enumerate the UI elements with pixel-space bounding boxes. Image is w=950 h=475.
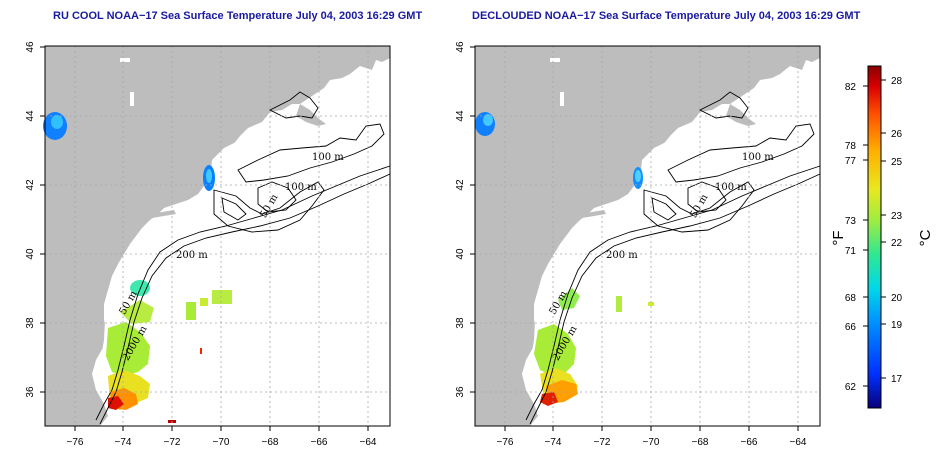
- colorbar-f-label: 68: [845, 293, 857, 304]
- colorbar-f-label: 73: [845, 216, 857, 227]
- colorbar-f-label: 71: [845, 246, 857, 257]
- axis-ticks: [470, 46, 799, 431]
- y-tick-label: 42: [25, 179, 36, 191]
- colorbar: 82 78 77 73 71 68 66 62 28 26 25 23 22 2…: [830, 65, 934, 409]
- x-tick-label: −76: [497, 437, 514, 448]
- grid-lines: [45, 46, 390, 426]
- right-map-title: DECLOUDED NOAA−17 Sea Surface Temperatur…: [472, 10, 861, 22]
- y-tick-label: 44: [455, 110, 466, 122]
- colorbar-c-unit: °C: [917, 229, 934, 246]
- y-tick-label: 36: [25, 386, 36, 398]
- lake: [130, 92, 134, 106]
- x-tick-label: −70: [643, 437, 660, 448]
- nova-scotia: [296, 104, 326, 126]
- nova-scotia: [726, 104, 756, 126]
- x-tick-label: −74: [545, 437, 562, 448]
- x-tick-label: −64: [360, 437, 377, 448]
- colorbar-c-label: 28: [891, 76, 903, 87]
- grid-lines: [475, 46, 820, 426]
- lake: [560, 92, 564, 106]
- colorbar-c-label: 25: [891, 157, 903, 168]
- colorbar-c-label: 20: [891, 293, 903, 304]
- y-tick-label: 46: [455, 41, 466, 53]
- left-map-title: RU COOL NOAA−17 Sea Surface Temperature …: [53, 10, 423, 22]
- gulf-of-maine: [210, 120, 300, 190]
- land-mass: [45, 46, 390, 426]
- y-tick-label: 38: [455, 317, 466, 329]
- contour-label: 200 m: [606, 250, 638, 261]
- axis-ticks: [40, 46, 369, 431]
- x-tick-label: −64: [790, 437, 807, 448]
- y-tick-label: 44: [25, 110, 36, 122]
- lake: [550, 58, 560, 62]
- colorbar-ticks: [863, 79, 886, 387]
- sst-patches: [43, 112, 232, 423]
- bathymetry-contours: [525, 91, 821, 425]
- colorbar-c-label: 22: [891, 238, 903, 249]
- colorbar-f-label: 62: [845, 382, 857, 393]
- y-tick-label: 40: [455, 248, 466, 260]
- map-frame: [44, 45, 391, 427]
- contour-label: 100 m: [312, 152, 344, 163]
- y-tick-label: 36: [455, 386, 466, 398]
- right-map-panel: 100 m 100 m 50 m 200 m 50 m 2000 m −76 −…: [455, 41, 821, 448]
- colorbar-c-label: 23: [891, 211, 903, 222]
- map-frame: [474, 45, 821, 427]
- y-tick-label: 40: [25, 248, 36, 260]
- x-tick-label: −72: [164, 437, 181, 448]
- colorbar-gradient: [867, 65, 882, 409]
- contour-label: 200 m: [176, 250, 208, 261]
- long-island: [580, 210, 606, 218]
- colorbar-f-unit: °F: [830, 230, 847, 245]
- x-tick-label: −76: [67, 437, 84, 448]
- y-tick-label: 42: [455, 179, 466, 191]
- colorbar-c-label: 17: [891, 374, 903, 385]
- x-tick-label: −72: [594, 437, 611, 448]
- y-tick-label: 46: [25, 41, 36, 53]
- lake: [120, 58, 130, 62]
- land-mass: [475, 46, 820, 426]
- colorbar-c-label: 19: [891, 320, 903, 331]
- contour-label: 100 m: [742, 152, 774, 163]
- y-tick-label: 38: [25, 317, 36, 329]
- colorbar-f-label: 66: [845, 322, 857, 333]
- contour-label: 100 m: [715, 182, 747, 193]
- x-tick-label: −70: [213, 437, 230, 448]
- colorbar-c-label: 26: [891, 129, 903, 140]
- x-tick-label: −68: [262, 437, 279, 448]
- colorbar-f-label: 78: [845, 141, 857, 152]
- long-island: [150, 210, 176, 218]
- x-tick-label: −68: [692, 437, 709, 448]
- colorbar-f-label: 82: [845, 82, 857, 93]
- colorbar-f-label: 77: [845, 156, 857, 167]
- gulf-of-maine: [640, 120, 730, 190]
- sst-patches: [475, 112, 654, 406]
- bathymetry-contours: [95, 91, 391, 425]
- contour-label: 100 m: [285, 182, 317, 193]
- left-map-panel: 100 m 100 m 50 m 200 m 50 m 2000 m −7: [25, 41, 391, 448]
- x-tick-label: −66: [741, 437, 758, 448]
- x-tick-label: −66: [311, 437, 328, 448]
- x-tick-label: −74: [115, 437, 132, 448]
